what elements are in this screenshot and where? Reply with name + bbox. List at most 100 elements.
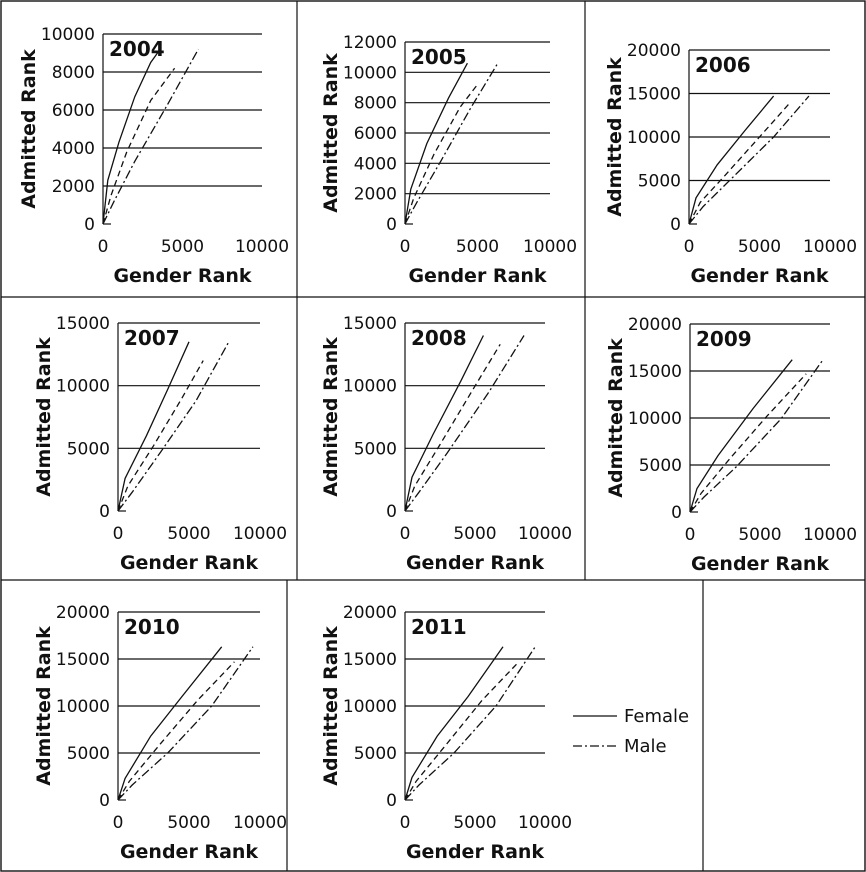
y-tick-label: 10000 — [343, 63, 397, 83]
x-tick-label: 0 — [685, 525, 696, 545]
y-tick-label: 10000 — [343, 377, 397, 397]
x-tick-label: 5000 — [456, 237, 499, 257]
x-tick-label: 10000 — [518, 813, 572, 833]
y-tick-label: 0 — [386, 215, 397, 235]
series-line-dashed — [404, 343, 501, 512]
x-tick-label: 0 — [113, 524, 124, 544]
y-tick-label: 15000 — [343, 314, 397, 334]
series-line-dashed — [117, 661, 235, 801]
y-axis-label: Admitted Rank — [320, 53, 342, 213]
series-line-dashdot — [404, 62, 499, 225]
x-tick-label: 10000 — [803, 237, 857, 257]
panel-year-label: 2006 — [695, 53, 751, 77]
y-tick-label: 20000 — [628, 315, 682, 335]
y-tick-label: 6000 — [52, 101, 95, 121]
y-tick-label: 15000 — [627, 85, 681, 105]
y-tick-label: 5000 — [67, 439, 110, 459]
panel-6: 0 5000 10000 15000 20000 0 5000 10000 Gender Ran… — [605, 315, 857, 575]
y-tick-label: 4000 — [52, 139, 95, 159]
x-tick-label: 5000 — [453, 524, 496, 544]
panel-3: 0 5000 10000 15000 20000 0 5000 10000 Gender Ran… — [604, 41, 857, 287]
x-tick-label: 10000 — [233, 813, 287, 833]
panel-2: 0 2000 4000 6000 8000 10000 12000 0 5000 10000 Gen… — [320, 33, 577, 287]
panel-year-label: 2005 — [411, 45, 467, 69]
series-line-dashed — [404, 663, 518, 801]
y-tick-label: 5000 — [354, 744, 397, 764]
y-tick-label: 15000 — [343, 650, 397, 670]
legend-female-label: Female — [624, 706, 689, 727]
x-axis-label: Gender Rank — [406, 841, 544, 863]
x-axis-label: Gender Rank — [406, 552, 544, 574]
panel-year-label: 2009 — [696, 327, 752, 351]
x-tick-label: 0 — [684, 237, 695, 257]
panel-year-label: 2011 — [411, 615, 467, 639]
y-tick-label: 6000 — [354, 124, 397, 144]
x-axis-label: Gender Rank — [690, 265, 828, 287]
x-tick-label: 5000 — [167, 813, 210, 833]
y-tick-label: 15000 — [628, 362, 682, 382]
series-line-dashed — [689, 373, 807, 513]
y-tick-label: 4000 — [354, 154, 397, 174]
y-tick-label: 20000 — [627, 41, 681, 61]
panel-7: 0 5000 10000 15000 20000 0 5000 10000 Gender Ran… — [33, 603, 287, 863]
y-tick-label: 2000 — [354, 185, 397, 205]
series-line-dashdot — [117, 341, 230, 512]
x-tick-label: 0 — [113, 813, 124, 833]
series-line-dashdot — [117, 646, 254, 801]
y-tick-label: 10000 — [41, 25, 95, 45]
y-tick-label: 10000 — [343, 697, 397, 717]
x-axis-label: Gender Rank — [120, 552, 258, 574]
y-tick-label: 0 — [99, 502, 110, 522]
y-tick-label: 8000 — [354, 94, 397, 114]
y-tick-label: 10000 — [56, 697, 110, 717]
y-tick-label: 0 — [386, 502, 397, 522]
x-tick-label: 10000 — [523, 237, 577, 257]
y-tick-label: 2000 — [52, 177, 95, 197]
y-tick-label: 15000 — [56, 314, 110, 334]
y-axis-label: Admitted Rank — [605, 338, 627, 498]
y-axis-label: Admitted Rank — [320, 337, 342, 497]
series-line-dashdot — [102, 48, 199, 225]
y-axis-label: Admitted Rank — [320, 626, 342, 786]
x-tick-label: 5000 — [738, 237, 781, 257]
x-axis-label: Gender Rank — [408, 265, 546, 287]
y-tick-label: 5000 — [67, 744, 110, 764]
y-axis-label: Admitted Rank — [33, 337, 55, 497]
x-tick-label: 5000 — [738, 525, 781, 545]
series-line-dashed — [404, 84, 479, 225]
x-tick-label: 10000 — [233, 524, 287, 544]
y-tick-label: 0 — [671, 503, 682, 523]
panel-year-label: 2010 — [124, 615, 180, 639]
series-line-solid — [404, 646, 504, 801]
panel-year-label: 2007 — [124, 326, 180, 350]
y-tick-label: 5000 — [638, 172, 681, 192]
y-tick-label: 5000 — [639, 456, 682, 476]
series-line-dashed — [117, 360, 204, 512]
x-tick-label: 0 — [400, 237, 411, 257]
y-tick-label: 0 — [99, 791, 110, 811]
series-line-solid — [404, 335, 484, 512]
x-tick-label: 0 — [98, 237, 109, 257]
x-axis-label: Gender Rank — [120, 841, 258, 863]
y-tick-label: 8000 — [52, 63, 95, 83]
series-line-solid — [689, 359, 793, 513]
panel-8: 0 5000 10000 15000 20000 0 5000 10000 Gender Ran… — [320, 603, 572, 863]
legend-male-label: Male — [624, 736, 667, 757]
y-tick-label: 5000 — [354, 439, 397, 459]
series-line-solid — [102, 48, 161, 225]
series-line-solid — [688, 95, 775, 225]
x-axis-label: Gender Rank — [113, 265, 251, 287]
y-tick-label: 10000 — [56, 377, 110, 397]
legend: Female Male — [573, 706, 689, 757]
x-tick-label: 5000 — [453, 813, 496, 833]
series-line-solid — [117, 646, 223, 801]
y-tick-label: 15000 — [56, 650, 110, 670]
y-tick-label: 20000 — [56, 603, 110, 623]
x-tick-label: 10000 — [518, 524, 572, 544]
series-line-solid — [117, 341, 190, 512]
y-axis-label: Admitted Rank — [604, 57, 626, 217]
y-tick-label: 0 — [386, 791, 397, 811]
x-tick-label: 10000 — [803, 525, 857, 545]
